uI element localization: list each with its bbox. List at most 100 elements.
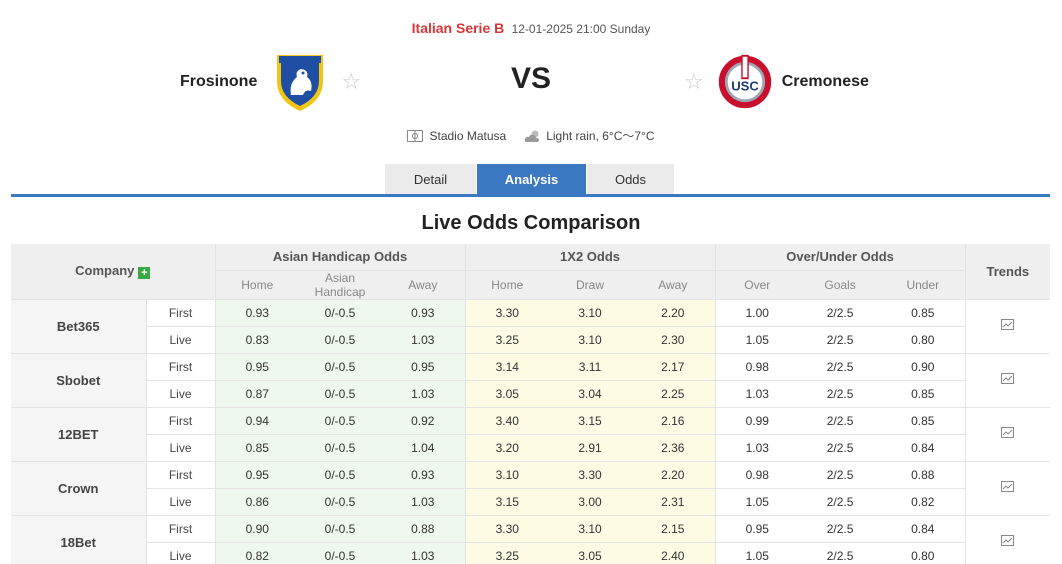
ah-handicap: 0/-0.5 [299,488,382,516]
trends-cell[interactable] [964,461,1051,516]
tab-analysis[interactable]: Analysis [477,164,587,195]
line-chart-icon[interactable] [1001,427,1015,441]
company-name[interactable]: 12BET [11,407,147,462]
company-name[interactable]: Crown [11,461,147,516]
ah-handicap: 0/-0.5 [299,326,382,354]
vs-label: VS [510,62,552,95]
odds-type: First [146,353,216,381]
ah-handicap: 0/-0.5 [299,461,382,489]
x12-away-odds: 2.31 [631,488,716,516]
odds-type: First [146,515,216,543]
ou-under-header: Under [881,270,966,300]
ou-under-odds: 0.84 [881,434,966,462]
ou-under-odds: 0.85 [881,380,966,408]
trends-header: Trends [965,244,1051,300]
ou-under-odds: 0.80 [881,326,966,354]
company-name[interactable]: Bet365 [11,299,147,354]
table-row: Live 0.85 0/-0.5 1.04 3.20 2.91 2.36 1.03 2/2.5 0… [11,434,1050,462]
favorite-away-star-icon[interactable]: ☆ [684,69,704,94]
odds-type: Live [146,434,216,462]
x12-draw-odds: 3.10 [549,299,632,327]
cremonese-crest-icon: USC [718,54,771,109]
ah-handicap: 0/-0.5 [299,515,382,543]
ou-goals: 2/2.5 [799,407,882,435]
ou-under-odds: 0.80 [881,542,966,564]
line-chart-icon[interactable] [1001,319,1015,333]
x12-away-odds: 2.36 [631,434,716,462]
away-team-name[interactable]: Cremonese [781,73,869,90]
line-chart-icon[interactable] [1001,535,1015,549]
x12-draw-odds: 3.30 [549,461,632,489]
company-name[interactable]: Sbobet [11,353,147,408]
ou-under-odds: 0.84 [881,515,966,543]
favorite-home-star-icon[interactable]: ☆ [341,69,362,94]
ou-over-odds: 0.99 [715,407,800,435]
line-chart-icon[interactable] [1001,373,1015,387]
tab-detail[interactable]: Detail [385,164,477,195]
ou-over-odds: 1.05 [715,326,800,354]
ah-home-header: Home [215,270,300,300]
table-row: Live 0.83 0/-0.5 1.03 3.25 3.10 2.30 1.05 2/2.5 0… [11,326,1050,354]
table-row: 12BET First 0.94 0/-0.5 0.92 3.40 3.15 2.16 0.99… [11,407,1051,462]
trends-cell[interactable] [964,407,1051,462]
x12-draw-odds: 3.05 [549,542,632,564]
x12-away-odds: 2.20 [631,461,716,489]
ou-over-odds: 1.03 [715,434,800,462]
ah-away-odds: 0.92 [381,407,466,435]
odds-type: Live [146,488,216,516]
ou-goals: 2/2.5 [799,353,882,381]
ah-home-odds: 0.93 [215,299,300,327]
x12-away-odds: 2.15 [631,515,716,543]
ah-away-odds: 0.93 [381,299,466,327]
ah-handicap: 0/-0.5 [299,299,382,327]
x12-home-odds: 3.25 [465,542,550,564]
x12-home-odds: 3.25 [465,326,550,354]
odds-type: First [146,461,216,489]
line-chart-icon[interactable] [1001,481,1015,495]
x12-home-odds: 3.10 [465,461,550,489]
trends-cell[interactable] [964,353,1051,408]
weather-text: Light rain, 6°C～7°C [546,129,655,143]
x12-away-odds: 2.40 [631,542,716,564]
odds-table-body: Bet365 First 0.93 0/-0.5 0.93 3.30 3.10 2.20 1.0… [11,299,1051,564]
league-name[interactable]: Italian Serie B [411,20,505,36]
tab-odds[interactable]: Odds [587,164,674,195]
ah-away-odds: 1.03 [381,380,466,408]
ou-goals-header: Goals [799,270,882,300]
match-info-line: Italian Serie B 12-01-2025 21:00 Sunday [0,20,1062,36]
match-tabs: Detail Analysis Odds [385,164,674,195]
trends-cell[interactable] [964,515,1051,564]
x12-home-odds: 3.30 [465,299,550,327]
ou-over-odds: 1.00 [715,299,800,327]
x12-home-odds: 3.15 [465,488,550,516]
home-team-name[interactable]: Frosinone [180,73,258,90]
ah-home-odds: 0.85 [215,434,300,462]
x12-draw-odds: 3.15 [549,407,632,435]
ah-home-odds: 0.82 [215,542,300,564]
company-name[interactable]: 18Bet [11,515,147,564]
home-team: Frosinone ☆ [180,50,361,114]
ou-over-odds: 1.05 [715,542,800,564]
ou-goals: 2/2.5 [799,326,882,354]
x12-away-odds: 2.30 [631,326,716,354]
x12-home-odds: 3.20 [465,434,550,462]
venue-weather-line: Stadio Matusa Light rain, 6°C～7°C [0,127,1062,144]
ou-under-odds: 0.82 [881,488,966,516]
plus-icon[interactable]: + [138,267,151,280]
x12-draw-odds: 3.11 [549,353,632,381]
trends-cell[interactable] [964,299,1051,354]
x12-home-odds: 3.05 [465,380,550,408]
x12-away-header: Away [631,270,716,300]
odds-type: Live [146,542,216,564]
odds-type: Live [146,326,216,354]
ah-away-header: Away [381,270,466,300]
ou-goals: 2/2.5 [799,515,882,543]
ou-under-odds: 0.90 [881,353,966,381]
table-row: Live 0.87 0/-0.5 1.03 3.05 3.04 2.25 1.03 2/2.5 0… [11,380,1050,408]
ou-group-header: Over/Under Odds [715,244,966,271]
ah-home-odds: 0.95 [215,461,300,489]
ah-away-odds: 1.03 [381,542,466,564]
section-title: Live Odds Comparison [421,212,641,234]
ou-goals: 2/2.5 [799,299,882,327]
ou-over-odds: 0.95 [715,515,800,543]
